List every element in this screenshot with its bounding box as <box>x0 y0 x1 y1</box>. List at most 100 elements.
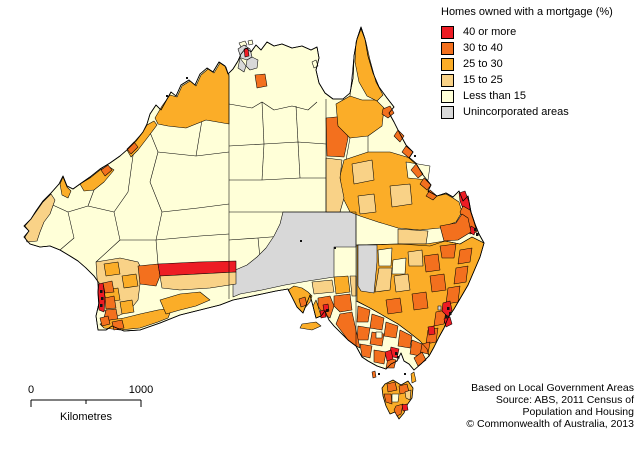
lga-regions <box>24 28 485 417</box>
legend-label: 25 to 30 <box>463 58 503 70</box>
lga-region <box>300 240 302 242</box>
lga-region <box>355 236 485 247</box>
lga-region <box>325 157 345 213</box>
scale-start-label: 0 <box>28 384 34 396</box>
coastline-overlay <box>23 26 485 371</box>
lga-region <box>43 200 115 213</box>
legend-item: Less than 15 <box>441 90 636 103</box>
lga-region <box>87 189 95 207</box>
lga-region <box>397 329 413 349</box>
lga-region <box>334 247 336 249</box>
lga-region <box>261 143 265 181</box>
lga-region <box>119 299 135 315</box>
legend-title: Homes owned with a mortgage (%) <box>441 6 613 18</box>
lga-region <box>351 159 375 185</box>
lga-region <box>449 312 452 315</box>
lga-region <box>429 273 447 293</box>
lga-region <box>437 305 442 311</box>
lga-region <box>295 105 299 143</box>
lga-region <box>384 349 394 362</box>
legend-swatch-orange <box>441 42 454 55</box>
legend-label: 30 to 40 <box>463 42 503 54</box>
legend-label: 15 to 25 <box>463 74 503 86</box>
lga-region <box>333 293 353 313</box>
lga-region <box>413 351 427 367</box>
lga-region <box>427 325 436 336</box>
lga-region <box>113 140 136 213</box>
scale-bar: 0 1000 Kilometres <box>28 384 153 423</box>
lga-region <box>297 141 301 179</box>
attribution-line: © Commonwealth of Australia, 2013 <box>466 418 634 430</box>
lga-region <box>439 213 472 242</box>
lga-region <box>391 257 407 275</box>
lga-region <box>121 273 139 289</box>
lga-region <box>357 193 377 215</box>
lga-region <box>393 129 405 143</box>
map-legend: Homes owned with a mortgage (%) 40 or mo… <box>441 6 636 122</box>
lga-region <box>397 228 429 245</box>
state-borders <box>228 74 485 357</box>
lga-region <box>159 291 211 315</box>
metro-density-marks <box>100 77 479 375</box>
lga-region <box>393 403 404 417</box>
lga-region <box>383 321 399 339</box>
lga-region <box>100 304 103 307</box>
lga-region <box>453 265 469 285</box>
lga-region <box>355 300 430 357</box>
lga-region <box>476 233 479 236</box>
lga-region <box>386 381 398 393</box>
attribution-line: Based on Local Government Areas <box>471 382 634 394</box>
lga-region <box>228 141 327 147</box>
lga-region <box>154 62 230 129</box>
lga-region <box>371 370 377 379</box>
lga-region <box>375 331 383 339</box>
lga-region <box>104 295 117 310</box>
legend-swatch-tan <box>441 74 454 87</box>
lga-region <box>381 105 395 119</box>
lga-region <box>102 280 115 294</box>
lga-region <box>103 261 121 277</box>
lga-region <box>101 297 104 300</box>
legend-label: Less than 15 <box>463 90 526 102</box>
lga-region <box>391 393 400 403</box>
lga-region <box>439 243 457 259</box>
lga-region <box>333 275 351 295</box>
lga-region <box>447 307 450 310</box>
lga-region <box>397 356 400 359</box>
lga-region <box>378 373 380 375</box>
lga-region <box>373 349 387 365</box>
lga-region <box>425 189 438 201</box>
lga-region <box>23 26 485 371</box>
lga-region <box>423 253 441 273</box>
lga-region <box>326 309 329 312</box>
lga-region <box>345 137 351 161</box>
lga-region <box>99 315 111 327</box>
scale-unit-label: Kilometres <box>60 411 112 423</box>
legend-swatch-amber <box>441 58 454 71</box>
lga-region <box>374 267 393 293</box>
lga-region <box>237 57 247 73</box>
legend-item: 40 or more <box>441 26 636 39</box>
lga-boundary-lines <box>43 55 369 265</box>
lga-region <box>146 124 163 265</box>
lga-region <box>369 313 385 331</box>
lga-region <box>311 279 335 295</box>
lga-region <box>404 373 406 375</box>
lga-region <box>404 389 412 401</box>
legend-swatch-red <box>441 26 454 39</box>
lga-region <box>458 190 471 212</box>
lga-region <box>247 39 254 46</box>
lga-region <box>261 101 265 145</box>
scale-end-label: 1000 <box>129 384 153 396</box>
lga-region <box>254 73 268 89</box>
lga-region <box>299 321 322 331</box>
lga-region <box>100 290 103 293</box>
lga-region <box>100 164 113 177</box>
lga-region <box>161 203 230 213</box>
lga-region <box>377 247 393 267</box>
lga-region <box>155 233 230 241</box>
lga-region <box>228 101 318 111</box>
lga-region <box>445 315 448 318</box>
lga-region <box>393 273 411 293</box>
